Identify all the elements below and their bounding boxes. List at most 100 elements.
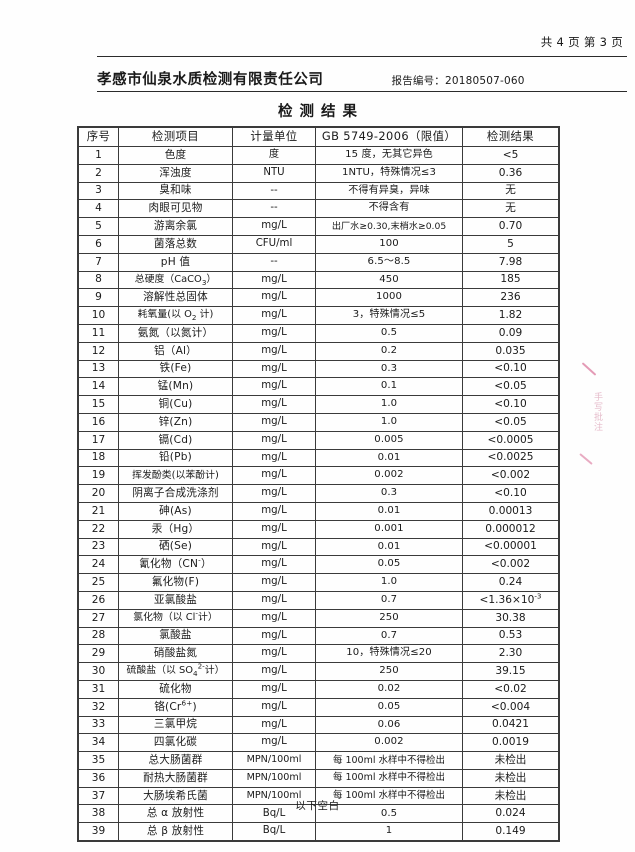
cell-no: 17 — [78, 430, 119, 450]
cell-limit: 0.05 — [315, 555, 463, 575]
cell-item: 耐热大肠菌群 — [118, 768, 233, 788]
cell-item: 硫酸盐（以 SO42-计） — [118, 662, 233, 681]
cell-result: 39.15 — [462, 662, 559, 681]
cell-no: 16 — [78, 412, 119, 432]
table-row: 1 色度度 15 度，无其它异色 <5 — [78, 146, 559, 165]
cell-result: <0.00001 — [462, 537, 559, 557]
cell-unit: mg/L — [232, 430, 316, 450]
cell-limit: 1.0 — [315, 395, 463, 414]
column-header-limit: GB 5749-2006（限值） — [315, 127, 463, 147]
cell-item: 硝酸盐氮 — [118, 644, 233, 664]
cell-no: 29 — [78, 644, 119, 664]
cell-unit: mg/L — [232, 466, 316, 486]
cell-no: 3 — [78, 181, 119, 201]
cell-unit: mg/L — [232, 501, 316, 521]
table-row: 14 锰(Mn) mg/L 0.1 <0.05 — [78, 377, 559, 397]
cell-unit: mg/L — [232, 288, 316, 308]
cell-limit: 0.05 — [315, 697, 463, 717]
cell-result: 0.0421 — [462, 715, 559, 735]
company-name: 孝感市仙泉水质检测有限责任公司 — [97, 72, 324, 88]
cell-unit: mg/L — [232, 626, 316, 646]
cell-result: <0.02 — [462, 679, 559, 699]
table-row: 30 硫酸盐（以 SO42-计） mg/L 250 39.15 — [78, 662, 559, 681]
cell-item: 总 β 放射性 — [118, 822, 233, 842]
cell-no: 7 — [78, 252, 119, 272]
cell-unit: mg/L — [232, 733, 316, 753]
cell-no: 10 — [78, 306, 119, 325]
cell-unit: mg/L — [232, 715, 316, 735]
cell-item: 溶解性总固体 — [118, 288, 233, 308]
cell-item: 硫化物 — [118, 679, 233, 699]
table-row: 32 铬(Cr6+) mg/L 0.05 <0.004 — [78, 697, 559, 717]
cell-result: <0.002 — [462, 555, 559, 575]
cell-item: 氟化物(F) — [118, 573, 233, 592]
cell-limit: 0.2 — [315, 341, 463, 361]
cell-limit: 0.01 — [315, 501, 463, 521]
table-row: 4 肉眼可见物 -- 不得含有无 — [78, 199, 559, 219]
column-header-unit: 计量单位 — [232, 127, 316, 147]
cell-limit: 0.06 — [315, 715, 463, 735]
cell-limit: 6.5～8.5 — [315, 252, 463, 272]
table-row: 22 汞（Hg） mg/L 0.001 0.000012 — [78, 519, 559, 539]
cell-unit: mg/L — [232, 306, 316, 325]
cell-result: <0.05 — [462, 377, 559, 397]
cell-no: 28 — [78, 626, 119, 646]
cell-item: 铜(Cu) — [118, 395, 233, 414]
page-count-label: 共 4 页 第 3 页 — [540, 35, 623, 49]
cell-unit: mg/L — [232, 412, 316, 432]
cell-item: 铁(Fe) — [118, 359, 233, 379]
cell-item: 总硬度（CaCO3） — [118, 270, 233, 290]
cell-unit: mg/L — [232, 590, 316, 610]
table-row: 27 氯化物（以 Cl-计） mg/L 250 30.38 — [78, 608, 559, 628]
cell-unit: -- — [232, 252, 316, 272]
footer-note: 以下空白 — [295, 800, 340, 812]
cell-limit: 0.002 — [315, 466, 463, 486]
cell-limit: 0.005 — [315, 430, 463, 450]
cell-item: 汞（Hg） — [118, 519, 233, 539]
cell-limit: 0.3 — [315, 359, 463, 379]
cell-limit: 每 100ml 水样中不得检出 — [315, 768, 463, 788]
cell-item: 砷(As) — [118, 501, 233, 521]
cell-item: 锌(Zn) — [118, 412, 233, 432]
report-header: 孝感市仙泉水质检测有限责任公司 报告编号：20180507-060 — [97, 68, 627, 89]
table-row: 5 游离余氯 mg/L 出厂水≥0.30,末梢水≥0.05 0.70 — [78, 217, 559, 236]
cell-item: 四氯化碳 — [118, 733, 233, 753]
cell-result: 236 — [462, 288, 559, 308]
cell-result: <0.10 — [462, 359, 559, 379]
table-row: 35 总大肠菌群 MPN/100ml 每 100ml 水样中不得检出 未检出 — [78, 751, 559, 770]
cell-unit: mg/L — [232, 519, 316, 539]
cell-limit: 250 — [315, 608, 463, 628]
column-header-item: 检测项目 — [118, 127, 233, 147]
column-header-result: 检测结果 — [462, 127, 559, 147]
cell-result: <0.05 — [462, 412, 559, 432]
cell-no: 1 — [78, 146, 119, 165]
cell-limit: 不得含有 — [315, 199, 463, 219]
cell-item: 亚氯酸盐 — [118, 590, 233, 610]
table-row: 28 氯酸盐 mg/L 0.7 0.53 — [78, 626, 559, 646]
cell-unit: mg/L — [232, 679, 316, 699]
cell-result: 1.82 — [462, 306, 559, 325]
cell-result: 0.035 — [462, 341, 559, 361]
cell-limit: 每 100ml 水样中不得检出 — [315, 751, 463, 770]
cell-no: 23 — [78, 537, 119, 557]
table-row: 20 阴离子合成洗涤剂 mg/L 0.3 <0.10 — [78, 484, 559, 503]
cell-item: 浑浊度 — [118, 163, 233, 183]
cell-result: 未检出 — [462, 768, 559, 788]
header-rule-top — [97, 56, 627, 57]
cell-unit: mg/L — [232, 644, 316, 664]
cell-result: 0.24 — [462, 573, 559, 592]
table-body: 1 色度度 15 度，无其它异色 <5 2 浑浊度 NTU 1NTU，特殊情况≤3 0.36 3 臭… — [78, 146, 559, 842]
table-row: 29 硝酸盐氮 mg/L 10，特殊情况≤20 2.30 — [78, 644, 559, 664]
table-row: 17 镉(Cd) mg/L 0.005 <0.0005 — [78, 430, 559, 450]
cell-item: 锰(Mn) — [118, 377, 233, 397]
table-row: 25 氟化物(F) mg/L 1.0 0.24 — [78, 573, 559, 592]
cell-result: <5 — [462, 146, 559, 165]
pen-stroke-upper — [581, 362, 597, 376]
cell-no: 30 — [78, 662, 119, 681]
cell-limit: 1 — [315, 822, 463, 842]
column-header-no: 序号 — [78, 127, 119, 147]
cell-unit: MPN/100ml — [232, 751, 316, 770]
table-row: 34 四氯化碳 mg/L 0.002 0.0019 — [78, 733, 559, 753]
cell-no: 32 — [78, 697, 119, 717]
